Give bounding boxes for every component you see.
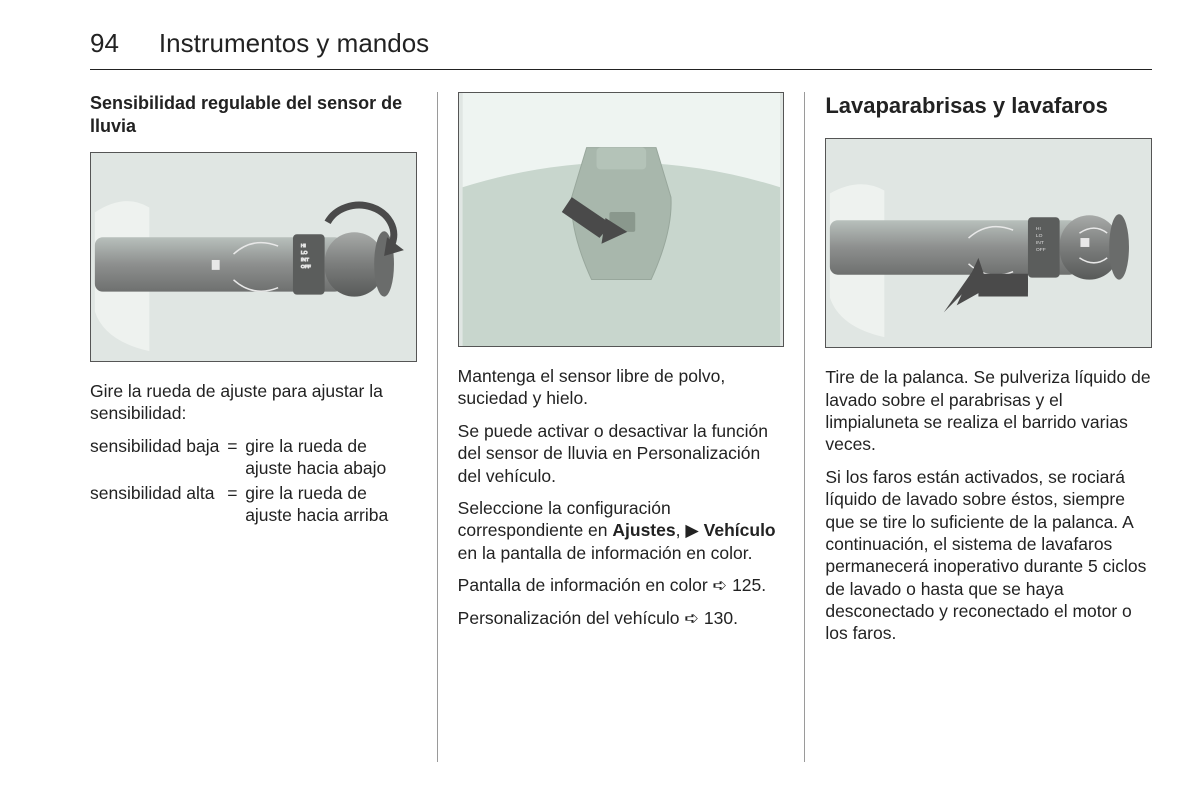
column-divider: [804, 92, 805, 762]
figure-rain-sensor-wheel: HI LO INT OFF: [90, 152, 417, 362]
def-value: gire la rueda de ajuste hacia arriba: [245, 482, 416, 529]
menu-ajustes: Ajustes: [612, 520, 675, 540]
svg-text:LO: LO: [301, 250, 308, 256]
def-eq: =: [227, 482, 245, 529]
svg-text:OFF: OFF: [301, 264, 311, 270]
col1-subheading: Sensibilidad regulable del sensor de llu…: [90, 92, 417, 138]
text-fragment: Personalización del vehículo: [458, 608, 685, 628]
manual-page: 94 Instrumentos y mandos Sensibilidad re…: [0, 0, 1200, 782]
column-1: Sensibilidad regulable del sensor de llu…: [90, 92, 435, 762]
text-fragment: ,: [676, 520, 686, 540]
column-2: Mantenga el sensor libre de polvo, sucie…: [440, 92, 803, 762]
sensitivity-definitions: sensibilidad baja = gire la rueda de aju…: [90, 435, 417, 529]
def-term: sensibilidad alta: [90, 482, 227, 529]
text-fragment: Pantalla de información en color: [458, 575, 713, 595]
def-eq: =: [227, 435, 245, 482]
col2-p1: Mantenga el sensor libre de polvo, sucie…: [458, 365, 785, 410]
def-value: gire la rueda de ajuste hacia abajo: [245, 435, 416, 482]
svg-text:LO: LO: [1036, 233, 1043, 239]
figure-washer-lever: HILO INTOFF: [825, 138, 1152, 348]
table-row: sensibilidad baja = gire la rueda de aju…: [90, 435, 417, 482]
content-columns: Sensibilidad regulable del sensor de llu…: [90, 92, 1152, 762]
xref-page: 125.: [732, 575, 766, 595]
col3-p1: Tire de la palanca. Se pulveriza líquido…: [825, 366, 1152, 456]
column-3: Lavaparabrisas y lavafaros HILO INTOFF: [807, 92, 1152, 762]
xref-arrow-icon: ➪: [713, 575, 733, 595]
col2-p3: Seleccione la configuración correspondie…: [458, 497, 785, 564]
svg-text:HI: HI: [301, 243, 306, 249]
col2-p5: Personalización del vehículo ➪ 130.: [458, 607, 785, 629]
chapter-title: Instrumentos y mandos: [159, 28, 429, 59]
text-fragment: en la pantalla de información en color.: [458, 543, 753, 563]
figure-rain-sensor-location: [458, 92, 785, 347]
mirror-sensor-illustration: [459, 93, 784, 346]
svg-text:INT: INT: [301, 257, 309, 263]
menu-arrow-icon: ▶: [685, 520, 703, 540]
col3-p2: Si los faros están activados, se rociará…: [825, 466, 1152, 645]
page-number: 94: [90, 28, 119, 59]
svg-text:HI: HI: [1036, 226, 1041, 232]
svg-text:INT: INT: [1036, 240, 1044, 246]
col2-p2: Se puede activar o desactivar la función…: [458, 420, 785, 487]
col2-p4: Pantalla de información en color ➪ 125.: [458, 574, 785, 596]
col1-intro: Gire la rueda de ajuste para ajustar la …: [90, 380, 417, 425]
table-row: sensibilidad alta = gire la rueda de aju…: [90, 482, 417, 529]
xref-arrow-icon: ➪: [684, 608, 704, 628]
xref-page: 130.: [704, 608, 738, 628]
column-divider: [437, 92, 438, 762]
lever-rotate-illustration: HI LO INT OFF: [91, 153, 416, 361]
menu-vehiculo: Vehículo: [704, 520, 776, 540]
lever-pull-illustration: HILO INTOFF: [826, 139, 1151, 347]
def-term: sensibilidad baja: [90, 435, 227, 482]
col3-title: Lavaparabrisas y lavafaros: [825, 92, 1152, 120]
svg-text:OFF: OFF: [1036, 247, 1046, 253]
page-header: 94 Instrumentos y mandos: [90, 28, 1152, 70]
